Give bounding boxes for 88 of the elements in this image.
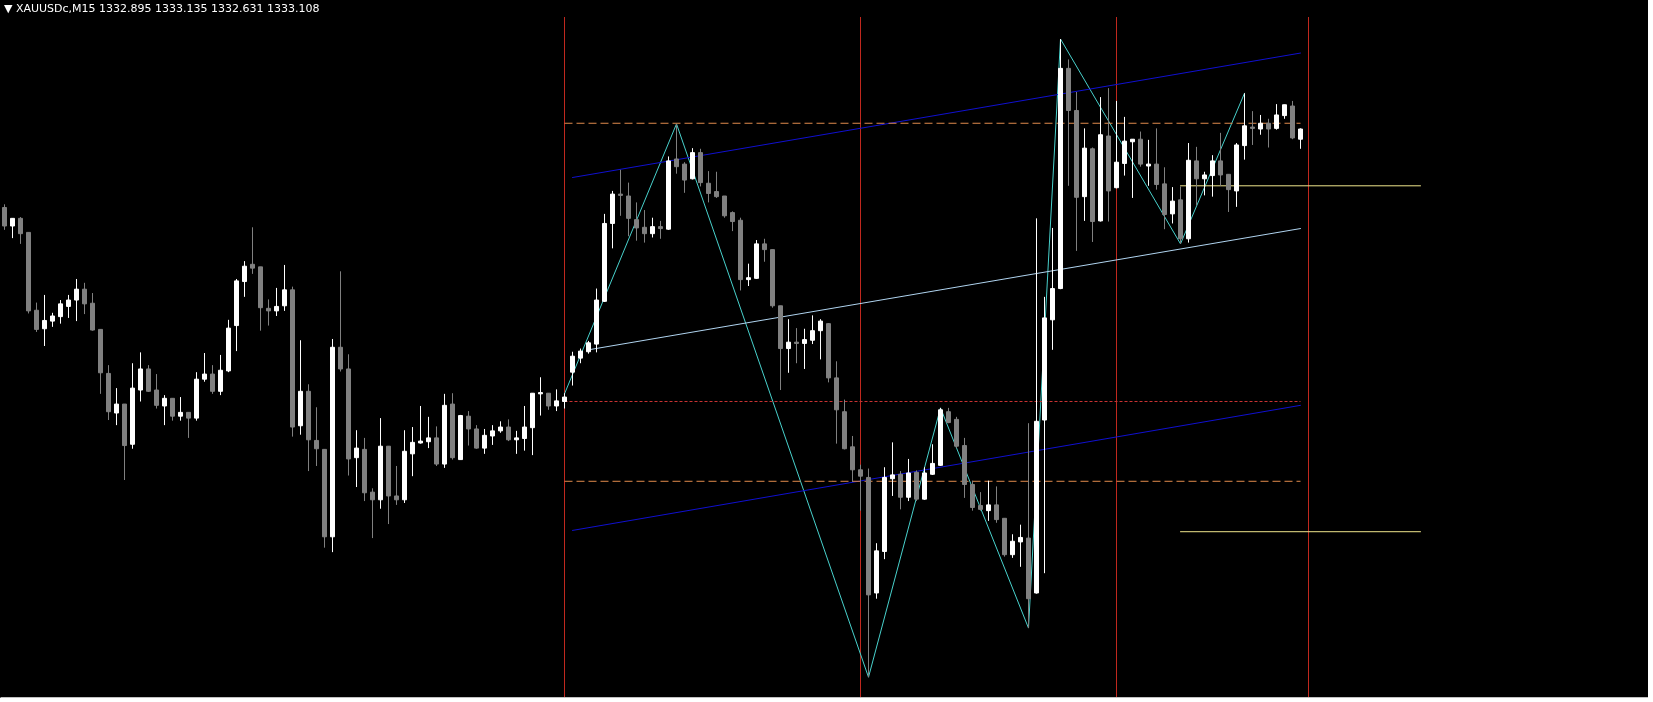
- candlestick: [474, 424, 479, 450]
- candlestick: [34, 302, 39, 333]
- candlestick: [482, 428, 487, 455]
- candlestick: [1010, 533, 1015, 559]
- candlestick: [850, 435, 855, 483]
- candlestick: [762, 238, 767, 263]
- candlestick: [394, 465, 399, 506]
- candlestick: [810, 314, 815, 345]
- candlestick: [410, 426, 415, 477]
- candlestick: [370, 487, 375, 539]
- candlestick: [66, 294, 71, 319]
- candlestick: [162, 394, 167, 426]
- candlestick: [858, 464, 863, 512]
- candlestick: [210, 364, 215, 395]
- candlestick: [970, 480, 975, 512]
- candlestick: [722, 195, 727, 219]
- candlestick: [1258, 114, 1263, 136]
- candlestick: [818, 318, 823, 360]
- candlestick: [250, 226, 255, 275]
- candlestick: [706, 170, 711, 203]
- candlestick: [714, 171, 719, 199]
- candlestick: [1242, 92, 1247, 161]
- candlestick: [570, 351, 575, 387]
- candlestick: [890, 441, 895, 497]
- candlestick: [626, 182, 631, 237]
- candlestick: [1018, 524, 1023, 568]
- candlestick: [1250, 110, 1255, 146]
- candlestick: [994, 485, 999, 524]
- candlestick: [1194, 146, 1199, 207]
- candlestick: [1202, 171, 1207, 196]
- candlestick: [1154, 127, 1159, 191]
- candlestick: [178, 396, 183, 422]
- candlestick: [418, 405, 423, 445]
- candlestick: [554, 388, 559, 412]
- candlestick: [18, 216, 23, 245]
- candlestick: [354, 429, 359, 488]
- candlestick: [786, 318, 791, 374]
- candlestick: [466, 410, 471, 447]
- candlestick: [986, 480, 991, 522]
- candlestick: [746, 263, 751, 287]
- candlestick: [10, 217, 15, 239]
- candlestick: [522, 405, 527, 452]
- candlestick: [138, 351, 143, 403]
- candlestick: [2, 203, 7, 231]
- candlestick: [202, 352, 207, 383]
- candlestick: [642, 209, 647, 244]
- candlestick: [538, 376, 543, 417]
- candlestick: [266, 298, 271, 327]
- candlestick: [146, 364, 151, 393]
- candlestick: [74, 278, 79, 322]
- candlestick: [1122, 116, 1127, 177]
- candlestick: [1266, 118, 1271, 149]
- candlestick: [218, 354, 223, 396]
- candlestick: [1298, 127, 1303, 150]
- candlestick: [314, 406, 319, 467]
- candlestick: [338, 270, 343, 373]
- candlestick: [274, 287, 279, 317]
- candlestick: [426, 416, 431, 449]
- candlestick: [650, 217, 655, 238]
- candlestick: [930, 443, 935, 476]
- candlestick: [58, 299, 63, 325]
- chart-title: ▼ XAUUSDc,M15 1332.895 1333.135 1332.631 1333.108: [4, 1, 320, 15]
- candlestick: [794, 327, 799, 364]
- candlestick: [82, 282, 87, 315]
- candlestick: [1274, 103, 1279, 131]
- candlestick: [898, 470, 903, 510]
- candlestick: [1218, 132, 1223, 187]
- candlestick: [154, 373, 159, 410]
- candlestick: [170, 397, 175, 422]
- candlestick: [514, 430, 519, 455]
- candlestick: [242, 260, 247, 298]
- candlestick: [674, 123, 679, 175]
- candlestick: [1146, 139, 1151, 187]
- candlestick: [802, 328, 807, 370]
- candlestick: [618, 169, 623, 217]
- candlestick: [730, 210, 735, 232]
- candlestick: [490, 424, 495, 446]
- candlestick: [1210, 154, 1215, 198]
- candlestick: [186, 411, 191, 439]
- candlestick: [114, 387, 119, 426]
- candlestick: [1170, 186, 1175, 224]
- candlestick: [978, 491, 983, 512]
- candlestick: [634, 201, 639, 242]
- candlestick: [1226, 173, 1231, 213]
- candlestick: [506, 418, 511, 442]
- candlestick: [682, 161, 687, 194]
- candlestick: [282, 264, 287, 312]
- candlestick: [42, 294, 47, 347]
